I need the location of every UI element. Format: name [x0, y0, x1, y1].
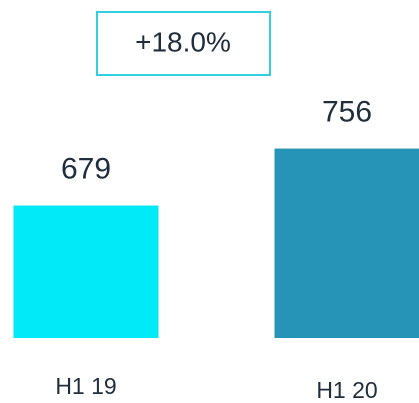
x-tick-label: H1 20 — [316, 377, 377, 403]
value-label: 756 — [322, 95, 372, 128]
bar — [274, 148, 419, 338]
x-tick-label: H1 19 — [55, 373, 116, 399]
value-label: 679 — [61, 152, 111, 185]
bar — [13, 205, 159, 338]
annotation: +18.0% — [135, 26, 231, 57]
annotation-box — [96, 11, 271, 76]
